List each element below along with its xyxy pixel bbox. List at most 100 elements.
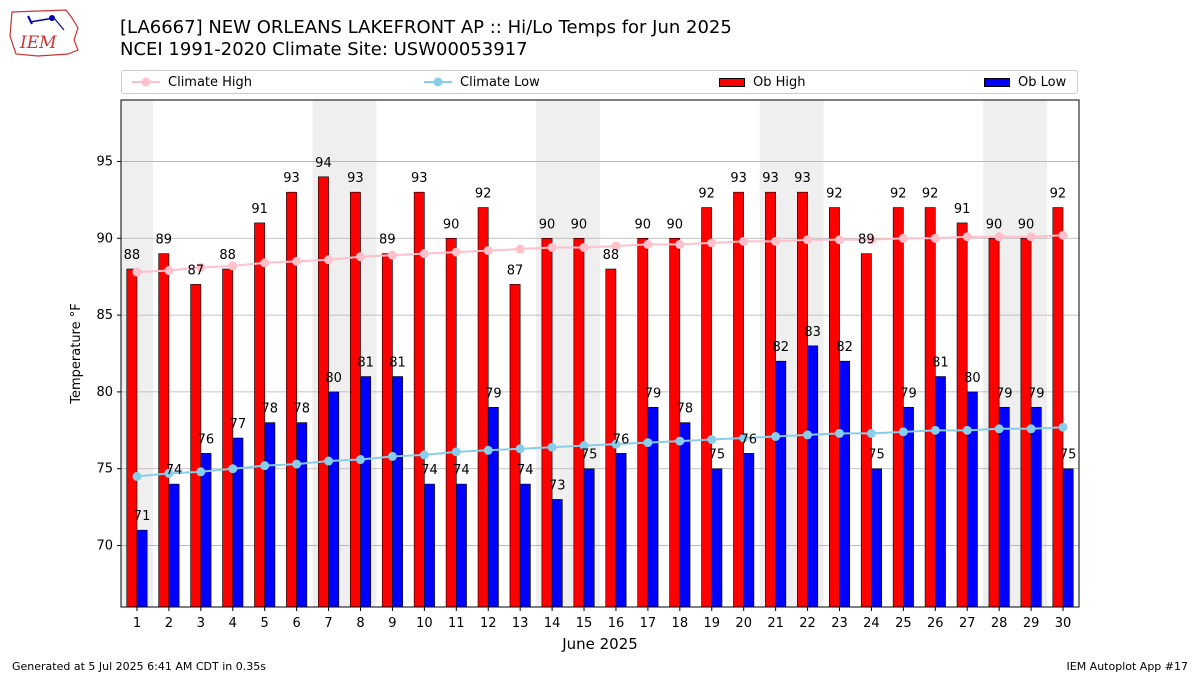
plot-frame — [120, 99, 1080, 608]
label-ob-low-30: 75 — [1060, 448, 1077, 463]
label-ob-low-21: 82 — [772, 340, 789, 355]
point-climate-high-25 — [898, 233, 908, 243]
x-tick-label-3: 3 — [197, 616, 205, 631]
label-ob-high-15: 90 — [571, 217, 588, 232]
label-ob-low-25: 79 — [900, 386, 917, 401]
x-tick-label-22: 22 — [799, 616, 816, 631]
point-climate-low-22 — [803, 430, 813, 440]
x-tick-label-12: 12 — [480, 616, 497, 631]
x-tick-label-11: 11 — [448, 616, 465, 631]
label-ob-low-6: 78 — [293, 402, 310, 417]
legend-item-ob-low: Ob Low — [984, 71, 1066, 93]
x-tick-label-30: 30 — [1055, 616, 1072, 631]
point-climate-low-14 — [547, 442, 557, 452]
point-climate-low-24 — [866, 428, 876, 438]
legend-swatch-ob-low — [984, 77, 1010, 87]
legend-swatch-climate-high — [132, 77, 160, 87]
x-tick-label-9: 9 — [388, 616, 396, 631]
bar-ob-low-4 — [232, 437, 244, 608]
point-climate-low-16 — [611, 439, 621, 449]
label-ob-high-22: 93 — [794, 171, 811, 186]
point-climate-high-7 — [324, 255, 334, 265]
point-climate-high-14 — [547, 242, 557, 252]
svg-text:IEM: IEM — [19, 33, 57, 53]
x-tick-label-8: 8 — [356, 616, 364, 631]
x-tick-label-13: 13 — [512, 616, 529, 631]
point-climate-high-2 — [164, 266, 174, 276]
label-ob-low-10: 74 — [421, 463, 438, 478]
label-ob-high-29: 90 — [1018, 217, 1035, 232]
point-climate-low-7 — [324, 456, 334, 466]
label-ob-low-13: 74 — [517, 463, 534, 478]
x-tick-label-17: 17 — [640, 616, 657, 631]
bar-ob-high-29 — [1020, 237, 1032, 608]
label-ob-high-9: 89 — [379, 233, 396, 248]
bar-ob-high-27 — [956, 222, 968, 608]
bar-ob-low-15 — [583, 468, 595, 608]
point-climate-low-3 — [196, 467, 206, 477]
iem-logo: IEM — [9, 9, 79, 57]
point-climate-low-5 — [260, 461, 270, 471]
label-ob-high-23: 92 — [826, 187, 843, 202]
bar-ob-high-15 — [573, 237, 585, 608]
label-ob-low-22: 83 — [804, 325, 821, 340]
bar-ob-high-25 — [892, 207, 904, 608]
x-tick-label-6: 6 — [292, 616, 300, 631]
bar-ob-high-11 — [445, 237, 457, 608]
label-ob-high-19: 92 — [698, 187, 715, 202]
x-tick-label-1: 1 — [133, 616, 141, 631]
legend-item-climate-low: Climate Low — [424, 71, 540, 93]
label-ob-low-3: 76 — [198, 432, 215, 447]
point-climate-high-15 — [579, 242, 589, 252]
label-ob-high-2: 89 — [156, 233, 173, 248]
label-ob-high-1: 88 — [124, 248, 141, 263]
label-ob-high-3: 87 — [187, 263, 204, 278]
point-climate-low-17 — [643, 438, 653, 448]
bar-ob-low-20 — [743, 453, 755, 608]
point-climate-low-26 — [930, 425, 940, 435]
label-ob-high-8: 93 — [347, 171, 364, 186]
point-climate-high-28 — [994, 232, 1004, 242]
label-ob-low-16: 76 — [613, 432, 630, 447]
legend-item-climate-high: Climate High — [132, 71, 252, 93]
x-tick-label-27: 27 — [959, 616, 976, 631]
label-ob-low-4: 77 — [230, 417, 247, 432]
point-climate-low-13 — [515, 444, 525, 454]
label-ob-high-27: 91 — [954, 202, 971, 217]
y-tick-label-95: 95 — [96, 154, 113, 169]
label-ob-high-14: 90 — [539, 217, 556, 232]
point-climate-low-1 — [132, 471, 142, 481]
legend-label-climate-high: Climate High — [168, 74, 253, 90]
point-climate-low-21 — [771, 431, 781, 441]
point-climate-high-17 — [643, 239, 653, 249]
point-climate-low-4 — [228, 464, 238, 474]
point-climate-high-21 — [771, 236, 781, 246]
point-climate-high-26 — [930, 233, 940, 243]
x-tick-label-20: 20 — [735, 616, 752, 631]
label-ob-high-13: 87 — [507, 263, 524, 278]
point-climate-low-6 — [292, 459, 302, 469]
point-climate-high-4 — [228, 261, 238, 271]
point-climate-high-1 — [132, 267, 142, 277]
x-tick-label-18: 18 — [672, 616, 689, 631]
point-climate-high-19 — [707, 238, 717, 248]
x-tick-label-7: 7 — [324, 616, 332, 631]
y-tick-label-70: 70 — [96, 539, 113, 554]
label-ob-high-20: 93 — [730, 171, 747, 186]
label-ob-low-7: 80 — [325, 371, 342, 386]
label-ob-low-19: 75 — [709, 448, 726, 463]
bar-ob-low-28 — [998, 406, 1010, 608]
label-ob-low-11: 74 — [453, 463, 470, 478]
legend-label-climate-low: Climate Low — [460, 74, 540, 90]
bar-ob-low-8 — [360, 376, 372, 608]
label-ob-high-12: 92 — [475, 187, 492, 202]
point-climate-low-29 — [1026, 424, 1036, 434]
x-axis-label: June 2025 — [561, 635, 638, 653]
climate-lines — [132, 230, 1068, 481]
x-tick-label-5: 5 — [261, 616, 269, 631]
label-ob-low-24: 75 — [868, 448, 885, 463]
label-ob-low-5: 78 — [262, 402, 279, 417]
label-ob-high-5: 91 — [251, 202, 268, 217]
point-climate-low-8 — [356, 455, 365, 465]
point-climate-high-30 — [1058, 230, 1068, 240]
